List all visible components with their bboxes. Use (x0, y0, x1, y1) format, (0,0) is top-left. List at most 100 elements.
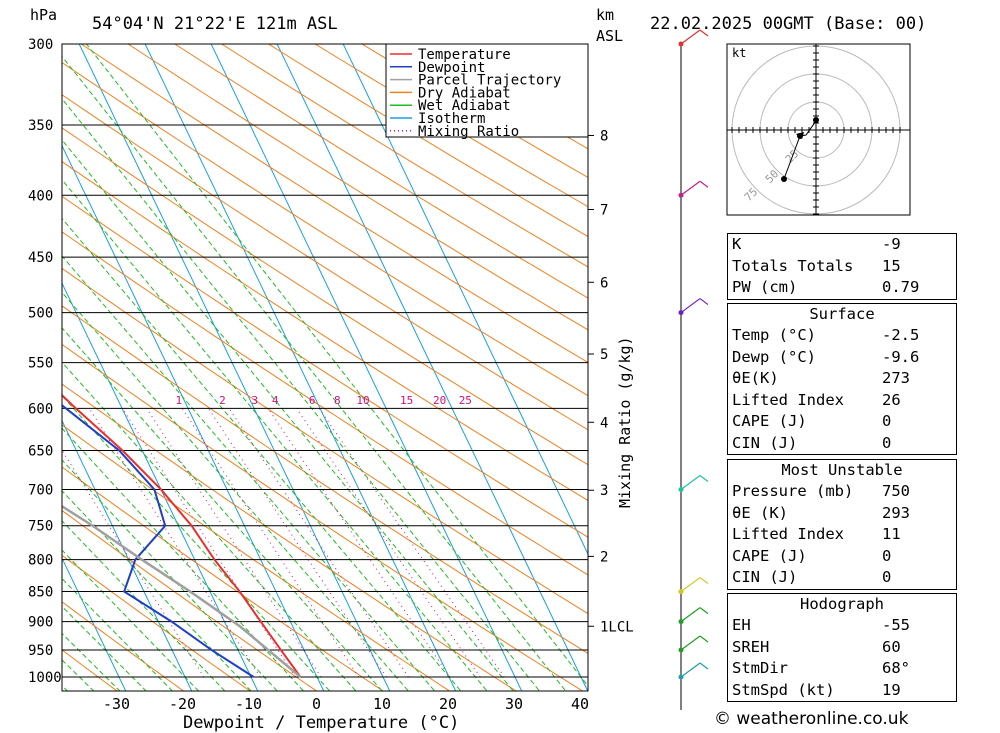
km-unit: km (596, 6, 614, 24)
table-row: θE (K) 293 (732, 503, 910, 522)
location-title: 54°04'N 21°22'E 121m ASL (92, 14, 338, 34)
pressure-tick-label: 700 (28, 482, 53, 498)
hodograph: kt 25 50 75 (726, 43, 911, 216)
mixing-ratio-line (296, 408, 481, 678)
barb-feather (699, 298, 709, 306)
mixing-ratio-label: 10 (356, 394, 369, 407)
y-axis-right-label: Mixing Ratio (g/kg) (616, 336, 634, 508)
mixing-ratio-label: 15 (400, 394, 413, 407)
mixing-ratio-label: 8 (334, 394, 341, 407)
km-tick-label: 7 (600, 203, 608, 219)
dry-adiabat (62, 424, 451, 691)
pressure-tick-label: 1000 (28, 670, 62, 686)
mixing-ratio-label: 3 (251, 394, 258, 407)
temp-tick-label: 0 (312, 695, 321, 713)
asl-unit: ASL (596, 27, 623, 45)
barb-shaft (680, 577, 701, 593)
pressure-tick-label: 550 (28, 356, 53, 372)
mixing-ratio-label: 4 (272, 394, 279, 407)
table-row: Lifted Index 11 (732, 525, 901, 543)
barb-feather (699, 180, 709, 188)
pressure-tick-label: 400 (28, 188, 53, 204)
km-tick-label: 6 (600, 275, 608, 291)
km-tick-label: 8 (600, 128, 608, 144)
profile-temperature (62, 393, 302, 678)
pressure-tick-label: 650 (28, 444, 53, 460)
pressure-tick-label: 850 (28, 585, 53, 601)
wet-adiabat (62, 490, 252, 691)
dry-adiabat (62, 305, 588, 655)
table-row: θE(K) 273 (732, 369, 910, 387)
table-row: CIN (J) 0 (732, 433, 892, 452)
datetime-title: 22.02.2025 00GMT (Base: 00) (650, 14, 926, 34)
table-row: Pressure (mb) 750 (732, 482, 910, 500)
table-row: CAPE (J) 0 (732, 412, 892, 430)
table-row: EH -55 (732, 616, 910, 634)
barb-feather (699, 29, 709, 37)
barb-shaft (680, 635, 701, 651)
dry-adiabat (62, 231, 588, 576)
indices-table: K -9 Totals Totals 15 PW (cm) 0.79 (727, 233, 957, 300)
dry-adiabat (62, 61, 588, 397)
temp-tick-label: 30 (505, 695, 523, 713)
dry-adiabat (62, 601, 185, 691)
mixing-ratio-label: 25 (459, 394, 472, 407)
temp-tick-label: -10 (235, 695, 262, 713)
dry-adiabat (220, 44, 588, 268)
dry-adiabat (62, 161, 588, 502)
dry-adiabat (267, 44, 588, 238)
wind-barbs (678, 29, 709, 680)
dry-adiabat (80, 44, 588, 364)
wet-adiabat (62, 291, 410, 691)
mixing-ratio-label: 2 (219, 394, 226, 407)
wet-adiabat (62, 459, 278, 691)
barb-shaft (680, 180, 701, 196)
wet-adiabat (62, 361, 357, 691)
table-row: CAPE (J) 0 (732, 546, 892, 565)
legend-entry: Dry Adiabat (418, 85, 511, 101)
hodograph-table-title: Hodograph (800, 595, 884, 613)
temp-tick-label: 10 (373, 695, 391, 713)
legend-entry: Parcel Trajectory (418, 73, 561, 89)
dry-adiabat (62, 466, 384, 691)
km-tick-label: 3 (600, 483, 608, 499)
table-row: Totals Totals 15 (732, 256, 901, 275)
wet-adiabat (62, 55, 567, 691)
table-row: Temp (°C) -2.5 (732, 326, 920, 344)
isotherm (62, 419, 193, 691)
km-tick-label: 1LCL (600, 619, 634, 635)
temp-tick-label: 20 (439, 695, 457, 713)
table-row: PW (cm) 0.79 (732, 278, 920, 296)
wet-adiabat (62, 395, 331, 691)
wet-adiabat (62, 255, 436, 691)
pressure-tick-label: 450 (28, 250, 53, 266)
most-unstable-table: Most Unstable Pressure (mb) 750 θE (K) 293… (727, 459, 957, 590)
pressure-tick-label: 750 (28, 519, 53, 535)
barb-shaft (680, 607, 701, 623)
pressure-tick-label: 300 (28, 37, 53, 53)
dry-adiabat (62, 383, 517, 691)
isotherm (78, 44, 391, 691)
dry-adiabat (127, 44, 588, 331)
barb-feather (699, 662, 709, 670)
barb-shaft (680, 474, 701, 490)
table-row: StmSpd (kt) 19 (732, 680, 901, 699)
mixing-ratio-label: 20 (433, 394, 446, 407)
pressure-tick-label: 900 (28, 615, 53, 631)
mixing-ratio-label: 1 (176, 394, 183, 407)
copyright-footer[interactable]: © weatheronline.co.uk (714, 709, 909, 729)
dry-adiabat (62, 127, 588, 466)
pressure-tick-label: 500 (28, 306, 53, 322)
barb-feather (699, 635, 709, 643)
profile-parcel-trajectory (62, 504, 302, 678)
wet-adiabat (62, 632, 121, 691)
barb-shaft (680, 29, 701, 45)
most-unstable-title: Most Unstable (781, 461, 903, 479)
dry-adiabat (62, 267, 588, 615)
barb-feather (699, 607, 709, 615)
isotherm (62, 557, 127, 691)
table-row: CIN (J) 0 (732, 568, 892, 586)
hodograph-unit: kt (732, 46, 746, 60)
